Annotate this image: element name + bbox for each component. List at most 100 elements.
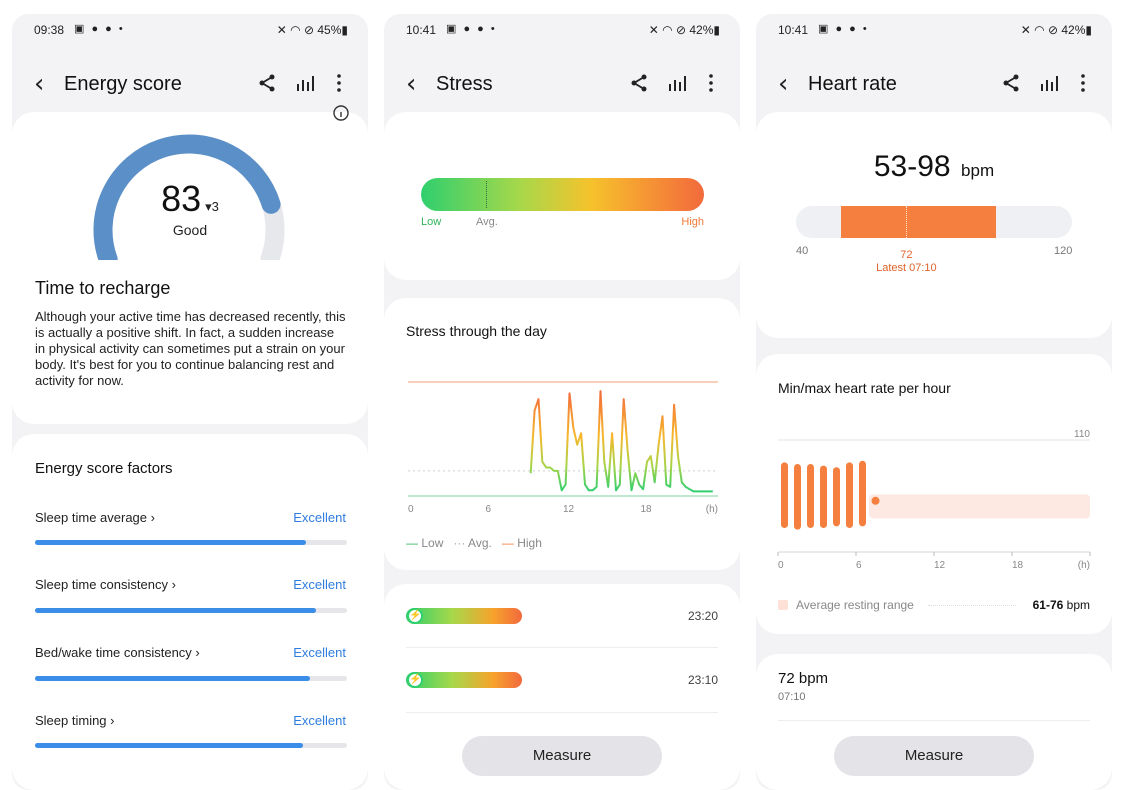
chart-title: Min/max heart rate per hour <box>778 380 951 396</box>
recharge-body: Although your active time has decreased … <box>35 309 346 388</box>
chart-legend: — Low ··· Avg. — High <box>406 536 542 550</box>
heart-range-fill <box>840 206 997 238</box>
mute-icon: ✕ <box>648 23 659 37</box>
battery-level: 45% <box>317 23 342 37</box>
notification-icons: ▣ ● ● • <box>818 23 869 35</box>
factors-title: Energy score factors <box>35 460 173 477</box>
energy-factors-card: Energy score factors Sleep time average … <box>12 434 368 790</box>
stress-chart: 0 6 12 18 (h) <box>408 381 718 515</box>
factor-bar <box>35 608 347 613</box>
stress-avg-label: Avg. <box>476 216 498 228</box>
share-icon[interactable] <box>628 72 650 94</box>
record-time: 07:10 <box>778 691 806 703</box>
resting-range-band <box>869 494 1090 519</box>
resting-leader <box>928 605 1016 606</box>
heart-hourly-chart: 0 6 12 18 (h) <box>777 439 1091 571</box>
factor-bar-fill <box>35 540 307 545</box>
factor-label: Sleep time average › <box>35 510 155 525</box>
heart-last-measure-card: 72 bpm 07:10 <box>756 654 1112 790</box>
hour-bar <box>820 465 827 528</box>
back-icon[interactable]: ‹ <box>778 69 789 99</box>
hour-bar <box>781 462 788 528</box>
chart-icon[interactable] <box>1038 72 1060 94</box>
x-tick-label: 18 <box>1012 560 1024 571</box>
record-time: 23:20 <box>687 609 718 623</box>
chevron-right-icon: › <box>171 577 176 592</box>
resting-swatch <box>778 600 788 610</box>
notification-icons: ▣ ● ● • <box>74 23 125 35</box>
stress-screen: 10:41 ▣ ● ● • ✕ ◠ ⊘ 42%▮ ‹ Stress Low Av… <box>384 14 740 790</box>
dnd-icon: ⊘ <box>303 23 315 37</box>
heart-rate-range-card: 53-98 bpm 40 120 72 Latest 07:10 <box>756 112 1112 338</box>
wifi-icon: ◠ <box>662 23 673 37</box>
energy-score-label: Good <box>172 222 208 238</box>
share-icon[interactable] <box>256 72 278 94</box>
chart-icon[interactable] <box>666 72 688 94</box>
share-icon[interactable] <box>1000 72 1022 94</box>
stress-high-label: High <box>681 216 704 228</box>
chart-x-axis: 0 6 12 18 (h) <box>408 504 718 515</box>
measure-button[interactable]: Measure <box>834 736 1034 776</box>
heart-latest-value: 72 <box>900 249 913 261</box>
chart-title: Stress through the day <box>406 323 547 339</box>
stress-gradient-bar <box>421 178 704 211</box>
measure-button[interactable]: Measure <box>462 736 662 776</box>
factor-bar <box>35 676 347 681</box>
stress-level-card: Low Avg. High <box>384 112 740 280</box>
x-tick-label: 0 <box>408 504 414 515</box>
chart-icon[interactable] <box>294 72 316 94</box>
back-icon[interactable]: ‹ <box>34 69 45 99</box>
battery-level: 42% <box>689 23 714 37</box>
wifi-icon: ◠ <box>290 23 301 37</box>
energy-score-change: ▾3 <box>205 199 219 214</box>
x-tick-label: 12 <box>563 504 575 515</box>
status-right: ✕ ◠ ⊘ 42%▮ <box>1021 23 1092 37</box>
page-title: Energy score <box>64 73 182 95</box>
status-bar: 10:41 ▣ ● ● • ✕ ◠ ⊘ 42%▮ <box>756 14 1112 46</box>
x-tick-label: (h) <box>1078 560 1090 571</box>
factor-value: Excellent <box>293 645 346 660</box>
record-level-bar <box>406 672 522 688</box>
heart-range-readout: 53-98 bpm <box>756 150 1112 184</box>
back-icon[interactable]: ‹ <box>406 69 417 99</box>
factor-bar <box>35 540 347 545</box>
lightning-icon: ⚡ <box>407 672 423 688</box>
status-right: ✕ ◠ ⊘ 42%▮ <box>649 23 720 37</box>
status-right: ✕ ◠ ⊘ 45%▮ <box>277 23 348 37</box>
divider <box>406 647 718 648</box>
battery-icon: ▮ <box>713 23 720 37</box>
chevron-right-icon: › <box>110 713 115 728</box>
more-options-icon[interactable] <box>700 72 722 94</box>
heart-latest-marker <box>906 206 908 238</box>
heart-axis-max: 120 <box>1054 245 1073 257</box>
more-options-icon[interactable] <box>1072 72 1094 94</box>
status-bar: 10:41 ▣ ● ● • ✕ ◠ ⊘ 42%▮ <box>384 14 740 46</box>
energy-score-screen: 09:38 ▣ ● ● • ✕ ◠ ⊘ 45%▮ ‹ Energy score … <box>12 14 368 790</box>
hour-latest-dot <box>871 496 880 505</box>
legend-high: High <box>517 536 542 550</box>
chart-grid <box>408 381 718 497</box>
heart-hourly-card: Min/max heart rate per hour 0 6 12 18 (h) 11… <box>756 354 1112 634</box>
info-icon[interactable] <box>332 104 350 122</box>
heart-range-track <box>796 206 1072 238</box>
legend-high-swatch: — <box>501 536 514 550</box>
more-options-icon[interactable] <box>328 72 350 94</box>
heart-range-value: 53-98 <box>873 150 951 183</box>
factor-bar-fill <box>35 743 304 748</box>
legend-low-swatch: — <box>406 536 418 550</box>
chart-bars <box>781 460 880 530</box>
x-tick-label: 12 <box>934 560 946 571</box>
gauge-fill <box>93 134 281 260</box>
battery-level: 42% <box>1061 23 1086 37</box>
factor-bar-fill <box>35 676 310 681</box>
notification-icons: ▣ ● ● • <box>446 23 497 35</box>
hour-bar <box>807 464 814 528</box>
wifi-icon: ◠ <box>1034 23 1045 37</box>
app-bar: ‹ Stress <box>384 66 740 106</box>
app-bar: ‹ Heart rate <box>756 66 1112 106</box>
chevron-right-icon: › <box>150 510 155 525</box>
energy-gauge <box>93 134 285 260</box>
factor-label: Sleep time consistency › <box>35 577 176 592</box>
chart-y-max: 110 <box>1074 429 1090 440</box>
mute-icon: ✕ <box>1020 23 1031 37</box>
